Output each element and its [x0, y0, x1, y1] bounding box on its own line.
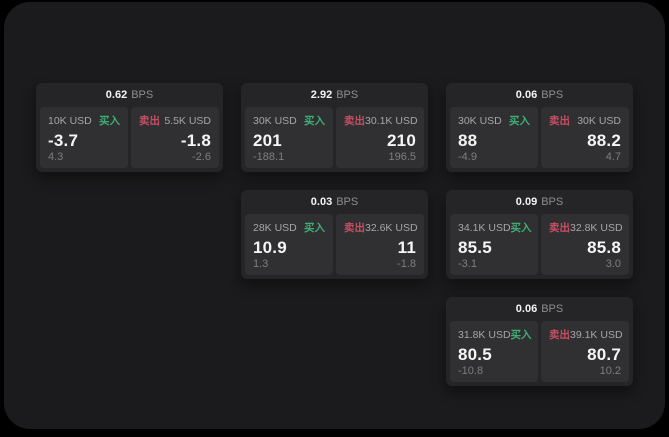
sell-side-label: 卖出: [344, 222, 365, 234]
sell-side-label: 卖出: [549, 115, 570, 127]
bps-header: 0.09 BPS: [446, 190, 633, 214]
bps-header: 0.06 BPS: [446, 297, 633, 321]
sell-side-label: 卖出: [549, 222, 570, 234]
buy-notional: 30K USD: [253, 114, 297, 127]
bps-unit-label: BPS: [336, 89, 359, 101]
buy-panel[interactable]: 28K USD 买入 10.9 1.3: [245, 214, 333, 275]
sell-sub-value: -1.8: [397, 258, 416, 270]
bps-value: 0.03: [310, 196, 333, 208]
sell-sub-value: 10.2: [599, 365, 621, 377]
buy-side-label: 买入: [304, 222, 325, 234]
bps-unit-label: BPS: [131, 89, 154, 101]
bps-unit-label: BPS: [541, 303, 564, 315]
sell-sub-value: 3.0: [605, 258, 621, 270]
bps-header: 0.06 BPS: [446, 83, 633, 107]
sell-notional: 32.8K USD: [570, 221, 623, 234]
sell-price: 85.8: [587, 237, 621, 257]
sell-price: -1.8: [180, 130, 211, 150]
quote-panels: 30K USD 买入 88 -4.9 卖出 30K USD 88.2 4.7: [446, 107, 633, 172]
bps-unit-label: BPS: [541, 196, 564, 208]
buy-price: 10.9: [253, 237, 287, 257]
buy-notional: 34.1K USD: [458, 221, 511, 234]
sell-panel[interactable]: 卖出 39.1K USD 80.7 10.2: [541, 321, 629, 382]
sell-panel[interactable]: 卖出 32.6K USD 11 -1.8: [336, 214, 424, 275]
buy-notional: 28K USD: [253, 221, 297, 234]
sell-panel[interactable]: 卖出 30.1K USD 210 196.5: [336, 107, 424, 168]
sell-notional: 30K USD: [577, 114, 621, 127]
buy-sub-value: -3.1: [458, 258, 477, 270]
sell-side-label: 卖出: [549, 329, 570, 341]
bps-value: 0.62: [105, 89, 128, 101]
buy-price: 80.5: [458, 344, 492, 364]
buy-panel[interactable]: 10K USD 买入 -3.7 4.3: [40, 107, 128, 168]
quote-card: 0.03 BPS 28K USD 买入 10.9 1.3 卖出 32.6K US…: [241, 190, 428, 279]
buy-sub-value: -4.9: [458, 151, 477, 163]
buy-sub-value: 4.3: [48, 151, 64, 163]
sell-notional: 30.1K USD: [365, 114, 418, 127]
sell-side-label: 卖出: [344, 115, 365, 127]
quote-card: 0.06 BPS 31.8K USD 买入 80.5 -10.8 卖出 39.1…: [446, 297, 633, 386]
buy-side-label: 买入: [510, 329, 532, 341]
quote-panels: 31.8K USD 买入 80.5 -10.8 卖出 39.1K USD 80.…: [446, 321, 633, 386]
buy-sub-value: -10.8: [458, 365, 484, 377]
quote-card: 0.09 BPS 34.1K USD 买入 85.5 -3.1 卖出 32.8K…: [446, 190, 633, 279]
bps-header: 2.92 BPS: [241, 83, 428, 107]
bps-header: 0.03 BPS: [241, 190, 428, 214]
buy-price: 88: [458, 130, 478, 150]
buy-side-label: 买入: [509, 115, 530, 127]
buy-sub-value: 1.3: [253, 258, 269, 270]
bps-value: 0.06: [515, 89, 538, 101]
buy-panel[interactable]: 30K USD 买入 201 -188.1: [245, 107, 333, 168]
quote-card: 0.62 BPS 10K USD 买入 -3.7 4.3 卖出 5.5K USD…: [36, 83, 223, 172]
bps-header: 0.62 BPS: [36, 83, 223, 107]
buy-side-label: 买入: [304, 115, 325, 127]
quote-card: 0.06 BPS 30K USD 买入 88 -4.9 卖出 30K USD 8…: [446, 83, 633, 172]
sell-price: 210: [387, 130, 416, 150]
buy-panel[interactable]: 30K USD 买入 88 -4.9: [450, 107, 538, 168]
buy-price: 85.5: [458, 237, 492, 257]
sell-price: 11: [397, 237, 416, 257]
bps-value: 0.09: [515, 196, 538, 208]
buy-panel[interactable]: 31.8K USD 买入 80.5 -10.8: [450, 321, 538, 382]
sell-sub-value: -2.6: [192, 151, 211, 163]
quote-panels: 30K USD 买入 201 -188.1 卖出 30.1K USD 210 1…: [241, 107, 428, 172]
quote-grid: 0.62 BPS 10K USD 买入 -3.7 4.3 卖出 5.5K USD…: [36, 83, 633, 386]
buy-notional: 10K USD: [48, 114, 92, 127]
bps-value: 2.92: [310, 89, 333, 101]
quote-panels: 28K USD 买入 10.9 1.3 卖出 32.6K USD 11 -1.8: [241, 214, 428, 279]
quote-card: 2.92 BPS 30K USD 买入 201 -188.1 卖出 30.1K …: [241, 83, 428, 172]
sell-sub-value: 4.7: [605, 151, 621, 163]
buy-side-label: 买入: [99, 115, 120, 127]
buy-price: 201: [253, 130, 282, 150]
sell-panel[interactable]: 卖出 32.8K USD 85.8 3.0: [541, 214, 629, 275]
sell-notional: 39.1K USD: [570, 328, 623, 341]
sell-panel[interactable]: 卖出 30K USD 88.2 4.7: [541, 107, 629, 168]
buy-sub-value: -188.1: [253, 151, 285, 163]
buy-notional: 30K USD: [458, 114, 502, 127]
quote-panels: 10K USD 买入 -3.7 4.3 卖出 5.5K USD -1.8 -2.…: [36, 107, 223, 172]
buy-side-label: 买入: [510, 222, 532, 234]
sell-price: 80.7: [587, 344, 621, 364]
quote-panels: 34.1K USD 买入 85.5 -3.1 卖出 32.8K USD 85.8…: [446, 214, 633, 279]
buy-price: -3.7: [48, 130, 79, 150]
bps-value: 0.06: [515, 303, 538, 315]
sell-sub-value: 196.5: [388, 151, 416, 163]
sell-side-label: 卖出: [139, 115, 160, 127]
sell-notional: 5.5K USD: [164, 114, 211, 127]
sell-panel[interactable]: 卖出 5.5K USD -1.8 -2.6: [131, 107, 219, 168]
bps-unit-label: BPS: [336, 196, 359, 208]
bps-unit-label: BPS: [541, 89, 564, 101]
sell-price: 88.2: [587, 130, 621, 150]
buy-notional: 31.8K USD: [458, 328, 511, 341]
buy-panel[interactable]: 34.1K USD 买入 85.5 -3.1: [450, 214, 538, 275]
sell-notional: 32.6K USD: [365, 221, 418, 234]
